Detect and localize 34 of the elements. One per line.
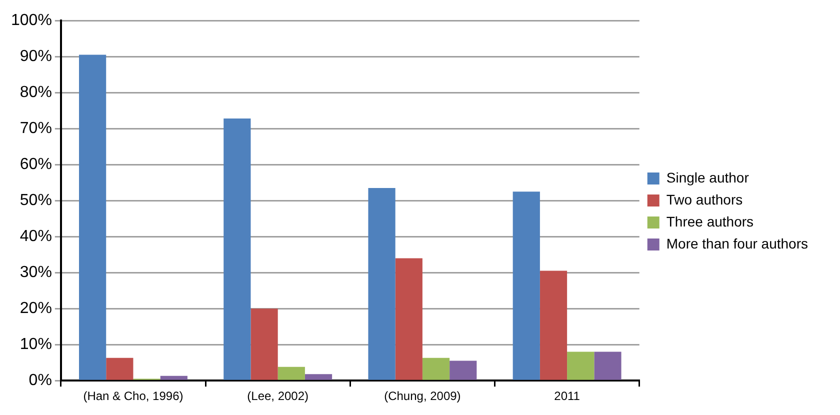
y-tick-label: 20%: [20, 300, 52, 318]
y-tick-label: 100%: [11, 12, 52, 30]
bar: [278, 366, 305, 380]
y-tick-label: 0%: [28, 372, 52, 390]
y-tick-label: 90%: [20, 48, 52, 66]
bar: [567, 352, 594, 380]
bar: [512, 192, 540, 380]
y-tick-label: 10%: [20, 336, 52, 354]
legend-label: Three authors: [666, 213, 754, 230]
bar: [106, 358, 134, 380]
y-tick-label: 60%: [20, 156, 52, 174]
bar: [594, 352, 622, 380]
bar: [368, 188, 396, 380]
bar: [224, 118, 251, 380]
bar: [250, 308, 278, 380]
y-tick-label: 70%: [20, 120, 52, 138]
legend-label: Two authors: [666, 191, 743, 208]
x-tick-label: (Lee, 2002): [247, 389, 309, 404]
bar: [160, 376, 188, 380]
y-tick-label: 30%: [20, 264, 52, 282]
y-tick-label: 80%: [20, 84, 52, 102]
x-tick-label: (Han & Cho, 1996): [83, 389, 184, 404]
legend-label: Single author: [666, 169, 750, 186]
x-tick-label: (Chung, 2009): [384, 389, 461, 404]
y-tick-label: 50%: [20, 192, 52, 210]
bar: [422, 358, 450, 380]
bar: [79, 54, 106, 380]
bar: [304, 374, 332, 380]
x-tick-label: 2011: [554, 389, 580, 404]
bar: [540, 270, 568, 380]
bar: [395, 258, 422, 380]
bar: [450, 360, 477, 380]
legend-label: More than four authors: [666, 235, 808, 252]
y-tick-label: 40%: [20, 228, 52, 246]
